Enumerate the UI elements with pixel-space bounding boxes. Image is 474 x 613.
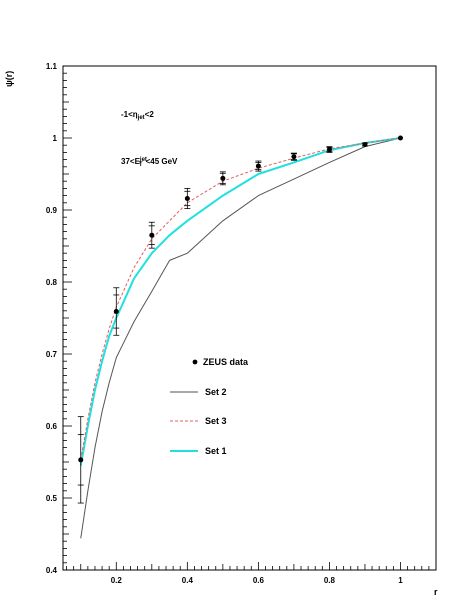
y-axis-label: ψ(r) [4,71,14,87]
legend-label-set1: Set 1 [205,446,227,456]
x-tick-label: 0.6 [253,576,265,585]
y-tick-label: 0.5 [46,494,58,503]
annotation-et-sup: jet [139,157,147,163]
annotation-et-sub: T [139,162,143,168]
series-curves [79,137,401,539]
y-tick-label: 0.6 [46,422,58,431]
x-tick-label: 0.8 [324,576,336,585]
annotation-et: 37<Ejet T <45 GeV [121,157,178,168]
data-point [113,309,119,315]
series-line-set-2 [80,137,401,539]
x-tick-label: 0.2 [111,576,123,585]
annotation-eta: -1<ηjet<2 [121,110,154,121]
y-tick-label: 0.9 [46,206,58,215]
data-point [184,195,190,201]
x-tick-label: 1 [398,576,403,585]
data-point [78,457,84,463]
y-tick-label: 0.4 [46,566,58,575]
data-point [291,154,297,160]
data-points [77,135,403,504]
legend-marker-zeus [192,359,198,365]
data-point [362,141,368,147]
legend-label-set2: Set 2 [205,387,227,397]
annotation-eta-prefix: -1<η [121,110,138,119]
series-line-set-3 [80,137,401,460]
series-line-set-1 [79,137,401,466]
annotation-et-suffix: <45 GeV [146,157,178,166]
data-point [220,175,226,181]
annotation-et-prefix: 37<E [121,157,141,166]
data-point [397,135,403,141]
axis-ticks: 0.2 0.4 0.6 0.8 1 0.4 0.5 0.6 0.7 0.8 0.9 1 1.1 [46,62,437,585]
y-tick-label: 0.8 [46,278,58,287]
legend-label-set3: Set 3 [205,416,227,426]
y-tick-label: 1.1 [46,62,58,71]
annotation-eta-sub: jet [137,115,145,121]
y-tick-label: 0.7 [46,350,58,359]
data-point [255,163,261,169]
legend-label-zeus: ZEUS data [203,357,249,367]
data-point [149,232,155,238]
legend: ZEUS data Set 2 Set 3 Set 1 [170,357,249,456]
x-axis-label: r [434,587,438,597]
annotation-eta-suffix: <2 [145,110,155,119]
x-tick-label: 0.4 [182,576,194,585]
data-point [326,147,332,153]
y-tick-label: 1 [53,134,58,143]
